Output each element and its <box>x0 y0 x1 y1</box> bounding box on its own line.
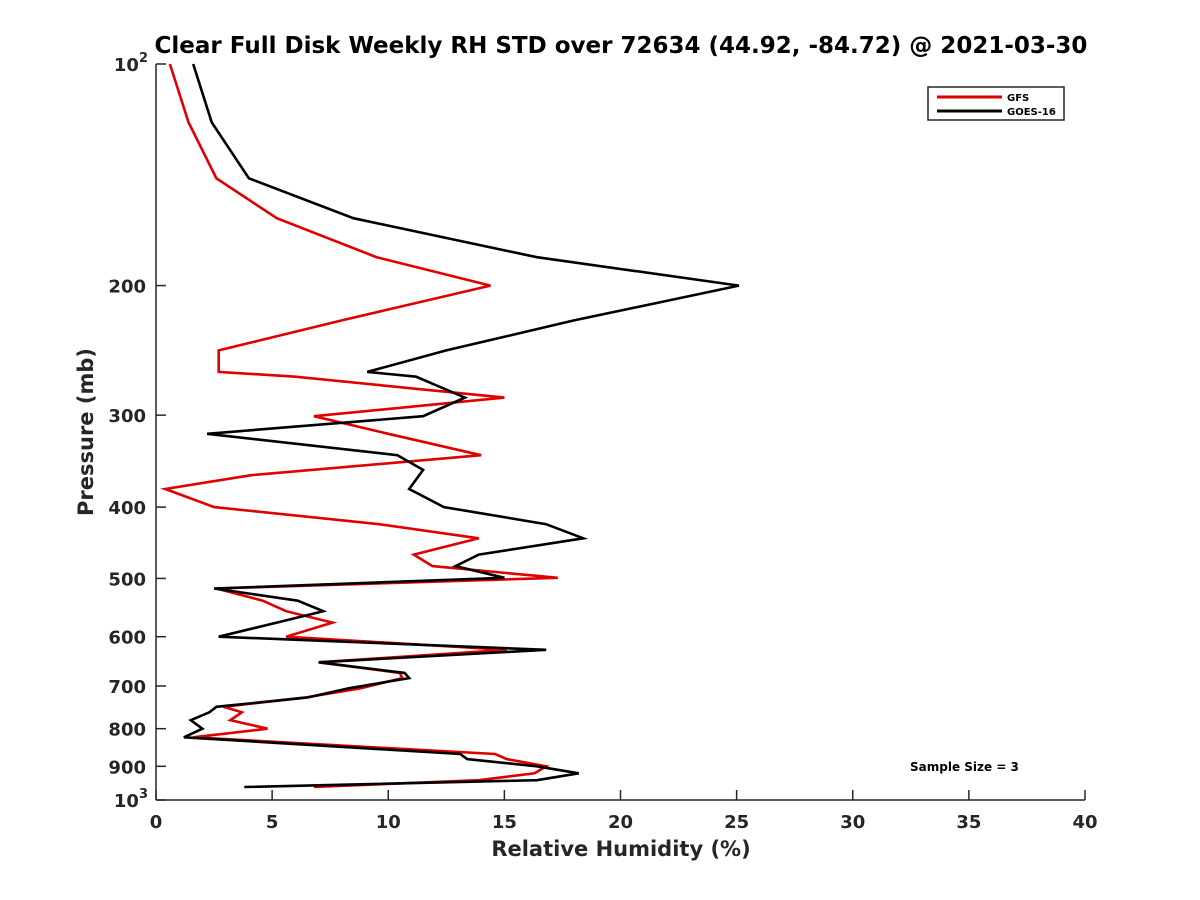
y-tick-label: 800 <box>108 720 146 741</box>
x-tick-label: 0 <box>150 812 163 833</box>
y-axis-label: Pressure (mb) <box>74 348 98 516</box>
legend-label-gfs: GFS <box>1007 93 1029 104</box>
y-tick-label: 600 <box>108 628 146 649</box>
y-tick-label-power: 103 <box>114 787 148 812</box>
legend: GFS GOES-16 <box>927 86 1065 121</box>
legend-box <box>927 86 1065 121</box>
x-tick-label: 40 <box>1072 812 1097 833</box>
x-tick-label: 10 <box>376 812 401 833</box>
series-line-gfs <box>160 63 558 789</box>
x-tick-label: 25 <box>724 812 749 833</box>
series-layer <box>160 63 740 789</box>
y-ticks: 102 200 300 400 500 600 700 800 900 103 <box>108 51 166 812</box>
y-tick-label: 500 <box>108 569 146 590</box>
legend-label-goes16: GOES-16 <box>1007 107 1056 118</box>
y-tick-label: 200 <box>108 277 146 298</box>
x-tick-label: 5 <box>266 812 279 833</box>
x-tick-label: 35 <box>956 812 981 833</box>
sample-size-annotation: Sample Size = 3 <box>910 760 1019 774</box>
y-tick-label: 400 <box>108 498 146 519</box>
x-tick-label: 30 <box>840 812 865 833</box>
y-tick-label: 900 <box>108 757 146 778</box>
series-line-goes16 <box>183 63 740 789</box>
plot-area <box>155 63 1085 801</box>
x-axis-label: Relative Humidity (%) <box>491 837 750 861</box>
y-tick-label: 300 <box>108 406 146 427</box>
x-tick-label: 15 <box>492 812 517 833</box>
chart-title: Clear Full Disk Weekly RH STD over 72634… <box>155 33 1088 59</box>
y-tick-label: 700 <box>108 677 146 698</box>
y-tick-label-power: 102 <box>114 51 148 76</box>
x-ticks: 0 5 10 15 20 25 30 35 40 <box>150 790 1098 833</box>
x-tick-label: 20 <box>608 812 633 833</box>
